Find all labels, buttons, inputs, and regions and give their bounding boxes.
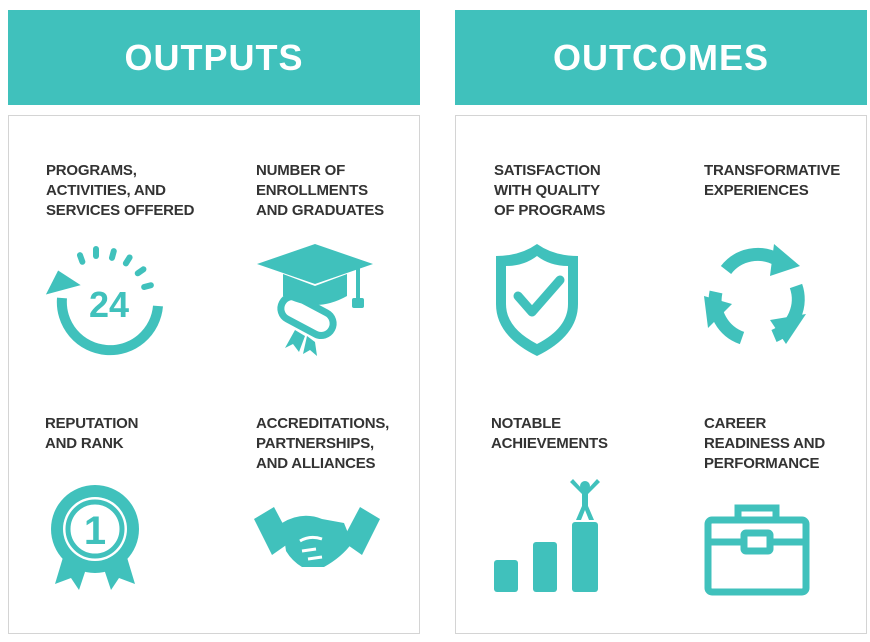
outputs-title: OUTPUTS <box>124 36 304 78</box>
bar-chart-person-icon <box>490 478 610 596</box>
outcomes-header: OUTCOMES <box>455 10 867 105</box>
award-ribbon-icon: 1 <box>45 484 145 594</box>
achievements-label: NOTABLE ACHIEVEMENTS <box>491 415 608 452</box>
programs-label: PROGRAMS, ACTIVITIES, AND SERVICES OFFER… <box>46 162 195 219</box>
career-label: CAREER READINESS AND PERFORMANCE <box>704 415 826 472</box>
enrollments-label: NUMBER OF ENROLLMENTS AND GRADUATES <box>256 162 384 219</box>
outputs-header: OUTPUTS <box>8 10 420 105</box>
satisfaction-label: SATISFACTION WITH QUALITY OF PROGRAMS <box>494 162 606 219</box>
clock-number: 24 <box>89 284 129 325</box>
reputation-label: REPUTATION AND RANK <box>45 415 139 452</box>
handshake-icon <box>252 505 382 575</box>
cycle-arrows-icon <box>700 240 815 355</box>
briefcase-icon <box>702 500 812 600</box>
graduation-cap-diploma-icon <box>255 240 380 360</box>
award-number: 1 <box>84 509 106 553</box>
accreditations-label: ACCREDITATIONS, PARTNERSHIPS, AND ALLIAN… <box>256 415 390 472</box>
outcomes-panel <box>455 115 867 634</box>
clock-24-icon: 24 <box>40 240 170 365</box>
transformative-label: TRANSFORMATIVE EXPERIENCES <box>704 162 841 199</box>
outcomes-title: OUTCOMES <box>552 36 769 78</box>
shield-check-icon <box>492 240 582 360</box>
